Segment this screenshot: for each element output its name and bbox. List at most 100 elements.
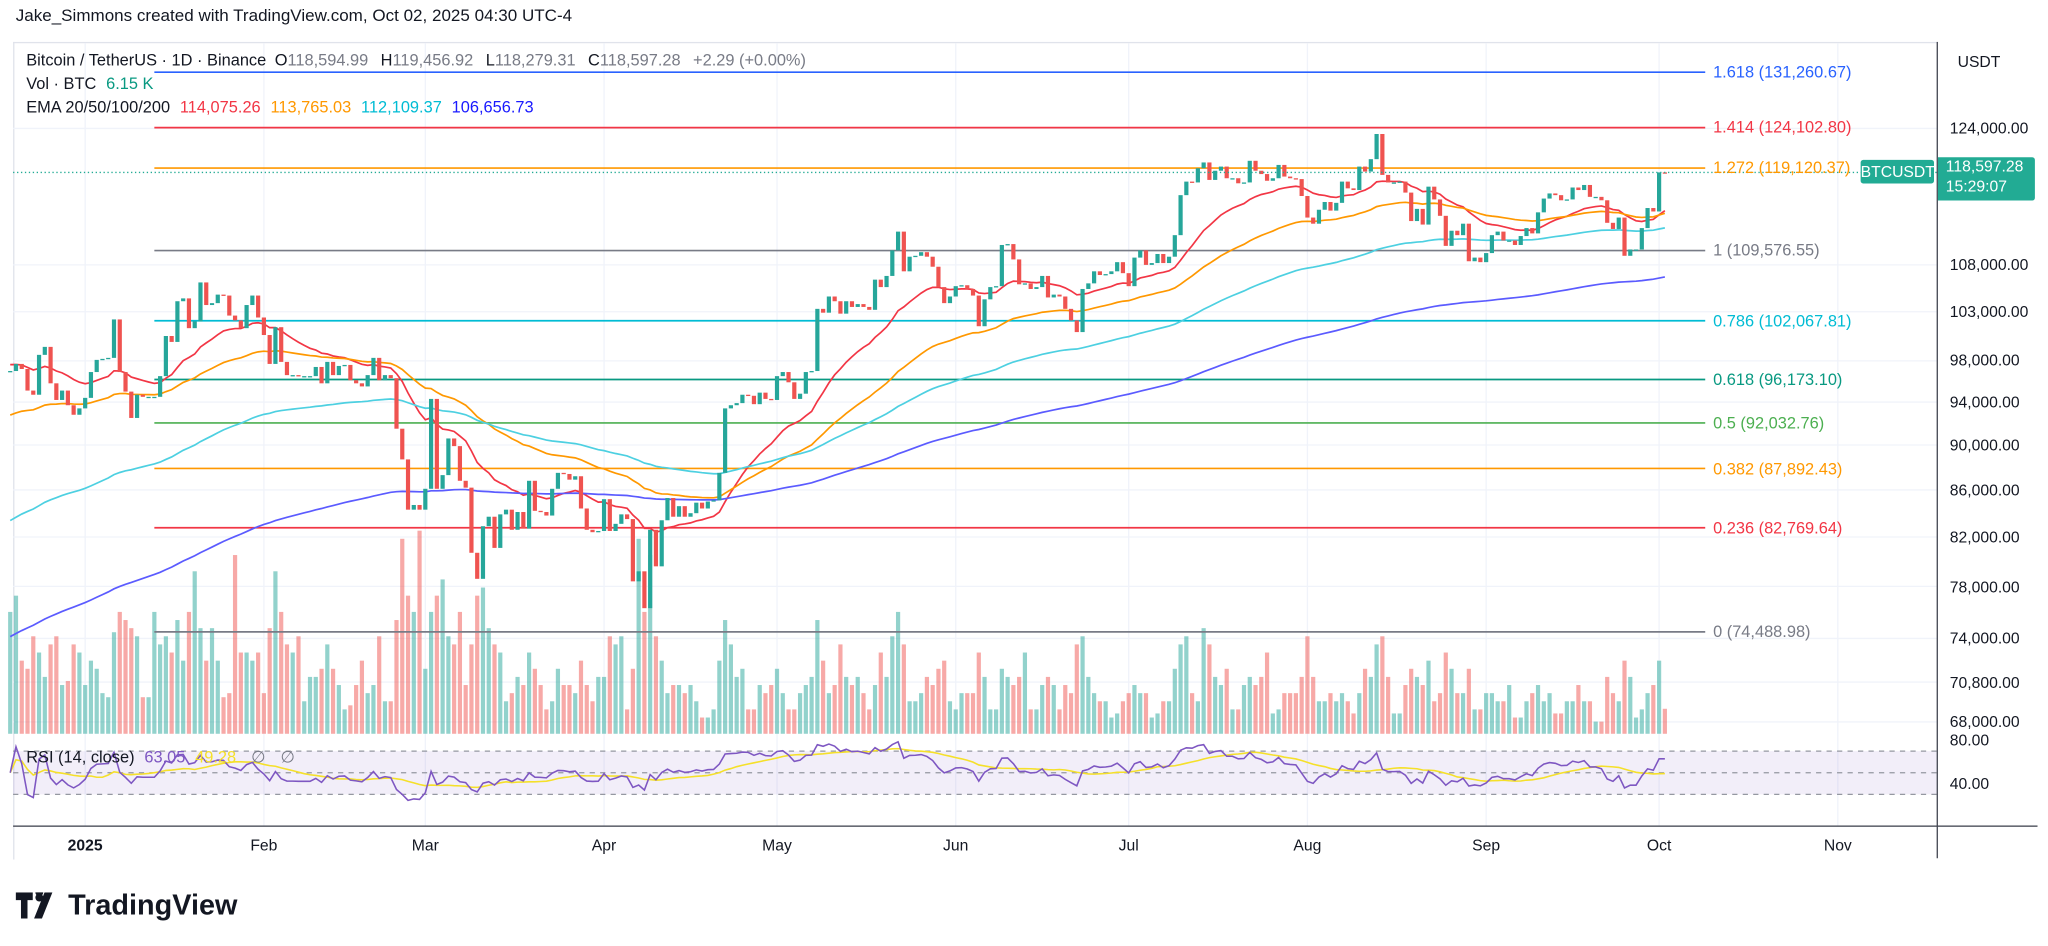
high-label: H <box>380 51 393 70</box>
volume-bar <box>907 701 912 734</box>
volume-bar <box>140 697 145 734</box>
candle <box>1236 178 1241 184</box>
candle <box>394 378 399 429</box>
volume-bar <box>1489 693 1495 734</box>
volume-bar <box>890 636 895 734</box>
candle <box>1045 275 1051 298</box>
candle <box>1224 166 1229 179</box>
volume-bar <box>1582 701 1587 734</box>
candle <box>555 472 561 489</box>
symbol-name[interactable]: Bitcoin / TetherUS · 1D · Binance <box>26 51 267 70</box>
volume-bar <box>1455 693 1460 734</box>
candle <box>486 516 491 527</box>
low-label: L <box>485 51 495 70</box>
candle <box>1599 196 1604 201</box>
volume-bar <box>636 538 641 734</box>
rsi-extra-2: ∅ <box>280 748 295 767</box>
volume-bar <box>1518 717 1523 734</box>
candle <box>826 296 831 313</box>
candle <box>740 394 745 404</box>
candle <box>792 382 797 399</box>
volume-bar <box>1195 701 1200 734</box>
volume-bar <box>411 611 416 734</box>
candle <box>1005 244 1010 246</box>
candle <box>1466 223 1471 262</box>
volume-bar <box>1345 701 1350 734</box>
volume-bar <box>65 680 70 734</box>
volume-bar <box>158 644 163 734</box>
volume-bar <box>619 636 624 734</box>
candle <box>1034 287 1039 289</box>
volume-bar <box>953 709 958 734</box>
volume-bar <box>1524 701 1529 734</box>
volume-bar <box>1432 701 1437 734</box>
volume-bar <box>1628 676 1633 734</box>
volume-bar <box>596 676 601 734</box>
fib-label: 0.382 (87,892.43) <box>1713 459 1843 478</box>
volume-bar <box>688 685 693 734</box>
volume-bar <box>256 652 261 734</box>
candle <box>671 498 676 517</box>
candle <box>388 375 393 379</box>
volume-bar <box>1403 685 1408 734</box>
candle <box>1207 162 1212 180</box>
volume-bar <box>1034 709 1039 734</box>
volume-bar <box>1063 685 1068 734</box>
candle <box>590 529 595 533</box>
candle <box>1449 230 1454 246</box>
candle <box>1149 263 1154 265</box>
volume-bar <box>423 668 428 734</box>
volume-bar <box>682 693 687 734</box>
volume-bar <box>607 636 612 734</box>
volume-bar <box>844 676 849 734</box>
candle <box>1576 187 1581 191</box>
ema100-line <box>9 227 1666 522</box>
candle <box>1247 160 1252 183</box>
candle <box>446 438 451 476</box>
volume-label[interactable]: Vol · BTC <box>26 74 97 94</box>
volume-bar <box>1657 660 1662 734</box>
volume-bar <box>1299 676 1304 734</box>
volume-bar <box>1558 713 1564 734</box>
last-price-symbol: BTCUSDT <box>1860 159 1935 184</box>
volume-bar <box>1437 693 1443 734</box>
volume-bar <box>757 685 762 734</box>
ema200-value: 106,656.73 <box>451 98 534 117</box>
rsi-line <box>9 740 1665 802</box>
volume-bar <box>181 660 186 734</box>
candle <box>302 376 307 378</box>
volume-bar <box>25 668 30 734</box>
volume-bar <box>699 717 705 734</box>
candle <box>1282 164 1287 177</box>
candle <box>227 295 232 316</box>
ema-label[interactable]: EMA 20/50/100/200 <box>26 98 171 117</box>
candle <box>273 327 278 364</box>
candle <box>163 336 168 377</box>
tradingview-logo[interactable]: TradingView <box>15 888 237 922</box>
candle <box>25 368 30 391</box>
candle <box>169 336 174 342</box>
candle <box>267 335 272 364</box>
candle <box>1103 274 1108 276</box>
volume-bar <box>1449 668 1454 734</box>
rsi-label[interactable]: RSI (14, close) <box>26 748 135 767</box>
volume-bar <box>1633 717 1639 734</box>
candle <box>1535 212 1541 234</box>
currency-label[interactable]: USDT <box>1957 52 2001 71</box>
candle <box>688 513 693 517</box>
candle <box>111 319 117 358</box>
volume-bar <box>1017 676 1022 734</box>
volume-bar <box>238 652 243 734</box>
candle <box>405 459 411 510</box>
volume-bar <box>550 701 555 734</box>
candle <box>1017 259 1022 285</box>
tradingview-logo-icon <box>15 892 53 919</box>
candle <box>36 354 42 395</box>
volume-bar <box>1120 701 1126 734</box>
volume-bar <box>711 709 716 734</box>
volume-bar <box>1374 644 1379 734</box>
volume-bar <box>284 644 290 734</box>
candle <box>106 357 111 360</box>
